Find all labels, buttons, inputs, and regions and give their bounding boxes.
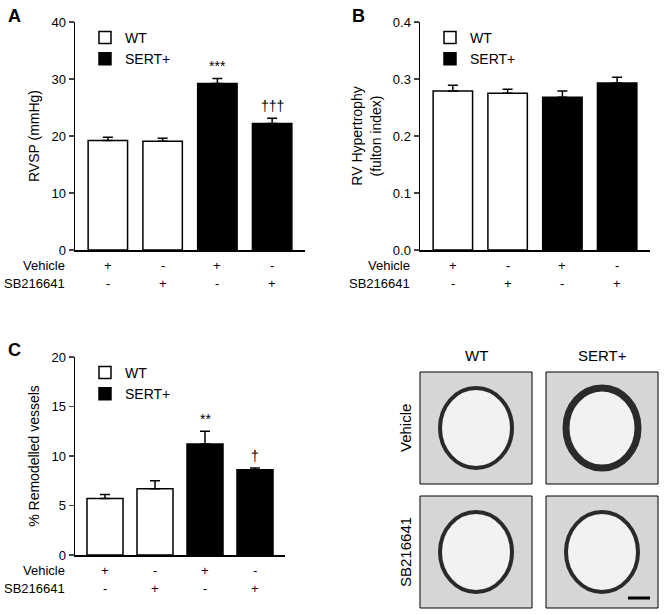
svg-text:-: - xyxy=(506,258,510,273)
svg-text:†: † xyxy=(251,448,259,464)
svg-text:20: 20 xyxy=(51,350,65,365)
svg-text:RVSP (mmHg): RVSP (mmHg) xyxy=(26,90,42,182)
svg-text:WT: WT xyxy=(470,30,492,46)
svg-text:0: 0 xyxy=(59,548,66,563)
svg-text:30: 30 xyxy=(51,72,65,87)
svg-text:SERT+: SERT+ xyxy=(578,347,627,364)
svg-text:+: + xyxy=(101,563,109,578)
svg-text:+: + xyxy=(159,276,167,291)
svg-text:0.3: 0.3 xyxy=(393,72,411,87)
svg-text:-: - xyxy=(560,276,564,291)
svg-text:-: - xyxy=(253,563,257,578)
svg-text:40: 40 xyxy=(51,15,65,30)
svg-text:-: - xyxy=(203,581,207,596)
svg-text:+: + xyxy=(151,581,159,596)
svg-text:SERT+: SERT+ xyxy=(125,51,170,67)
svg-text:+: + xyxy=(201,563,209,578)
svg-text:SB216641: SB216641 xyxy=(397,517,414,587)
svg-text:Vehicle: Vehicle xyxy=(23,563,65,578)
svg-text:0: 0 xyxy=(59,243,66,258)
svg-text:+: + xyxy=(251,581,259,596)
svg-text:0.4: 0.4 xyxy=(393,15,411,30)
svg-text:C: C xyxy=(8,340,21,360)
svg-text:Vehicle: Vehicle xyxy=(397,404,414,452)
svg-text:SERT+: SERT+ xyxy=(125,386,170,402)
svg-text:+: + xyxy=(504,276,512,291)
svg-text:†††: ††† xyxy=(261,98,284,114)
svg-text:-: - xyxy=(215,276,219,291)
svg-text:B: B xyxy=(352,6,365,26)
svg-text:+: + xyxy=(449,258,457,273)
svg-text:RV Hypertrophy(fulton index): RV Hypertrophy(fulton index) xyxy=(349,86,383,185)
svg-text:0.1: 0.1 xyxy=(393,186,411,201)
svg-text:**: ** xyxy=(200,411,211,427)
svg-text:5: 5 xyxy=(59,498,66,513)
svg-text:SERT+: SERT+ xyxy=(470,51,515,67)
svg-text:-: - xyxy=(103,581,107,596)
svg-text:% Remodelled vessels: % Remodelled vessels xyxy=(26,385,42,527)
svg-text:WT: WT xyxy=(125,30,147,46)
svg-text:SB216641: SB216641 xyxy=(349,276,410,291)
svg-text:***: *** xyxy=(209,58,226,74)
svg-text:+: + xyxy=(268,276,276,291)
svg-text:WT: WT xyxy=(465,347,488,364)
svg-text:-: - xyxy=(270,258,274,273)
svg-text:-: - xyxy=(451,276,455,291)
svg-text:+: + xyxy=(104,258,112,273)
svg-text:-: - xyxy=(153,563,157,578)
svg-text:-: - xyxy=(161,258,165,273)
svg-text:-: - xyxy=(106,276,110,291)
svg-text:+: + xyxy=(558,258,566,273)
svg-text:15: 15 xyxy=(51,399,65,414)
svg-text:10: 10 xyxy=(51,186,65,201)
svg-text:20: 20 xyxy=(51,129,65,144)
svg-text:10: 10 xyxy=(51,449,65,464)
svg-text:0.0: 0.0 xyxy=(393,243,411,258)
svg-text:0.2: 0.2 xyxy=(393,129,411,144)
svg-text:Vehicle: Vehicle xyxy=(368,258,410,273)
svg-text:SB216641: SB216641 xyxy=(4,276,65,291)
svg-text:A: A xyxy=(8,6,21,26)
svg-text:+: + xyxy=(213,258,221,273)
svg-text:+: + xyxy=(613,276,621,291)
svg-text:SB216641: SB216641 xyxy=(4,581,65,596)
svg-text:Vehicle: Vehicle xyxy=(23,258,65,273)
svg-text:-: - xyxy=(615,258,619,273)
svg-text:WT: WT xyxy=(125,365,147,381)
